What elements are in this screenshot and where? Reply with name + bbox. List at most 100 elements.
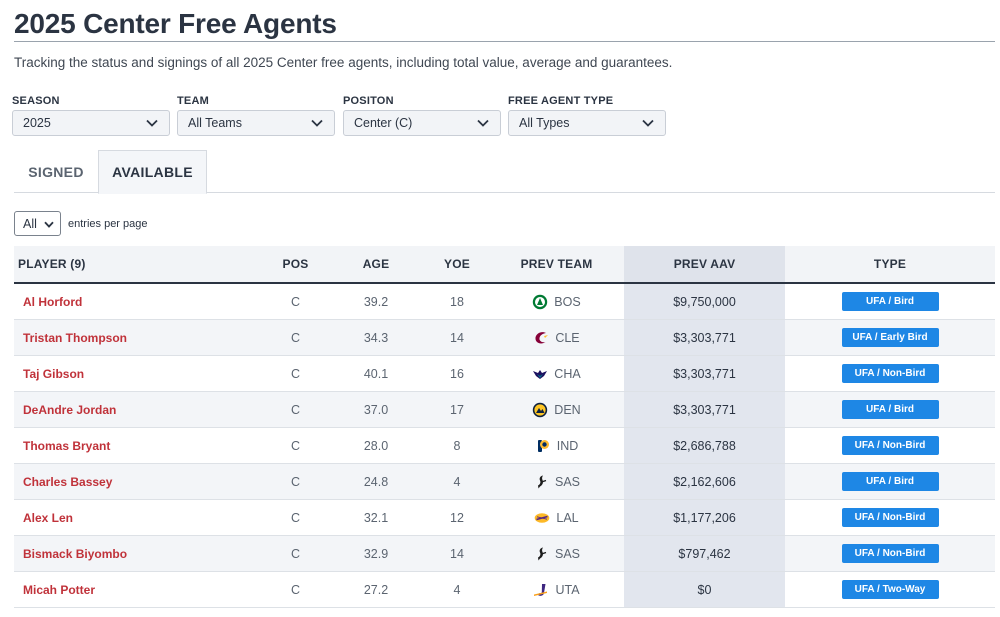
- column-header-player[interactable]: PLAYER (9): [18, 257, 86, 271]
- player-cell: Tristan Thompson: [14, 320, 264, 355]
- chevron-down-icon: [44, 217, 54, 231]
- type-cell: UFA / Non-Bird: [785, 356, 995, 391]
- pos-cell: C: [290, 402, 301, 417]
- player-cell: Charles Bassey: [14, 464, 264, 499]
- player-cell: Alex Len: [14, 500, 264, 535]
- team-abbreviation: SAS: [554, 546, 580, 561]
- table-row: Tristan Thompson C 34.3 14 CLE $3,303,771 UFA …: [14, 320, 995, 356]
- team-filter-label: TEAM: [177, 95, 209, 107]
- prev-aav-cell: $9,750,000: [624, 284, 785, 319]
- column-header-pos[interactable]: POS: [282, 257, 309, 271]
- yoe-cell: 18: [450, 294, 464, 309]
- column-header-prev-aav[interactable]: PREV AAV: [624, 246, 785, 282]
- team-select[interactable]: All Teams: [177, 110, 335, 136]
- team-abbreviation: CLE: [555, 330, 580, 345]
- spurs-logo-icon: [533, 474, 549, 490]
- age-cell: 34.3: [363, 330, 389, 345]
- player-name-link[interactable]: Charles Bassey: [23, 474, 113, 489]
- position-filter: POSITON Center (C): [343, 95, 501, 136]
- chevron-down-icon: [310, 116, 324, 130]
- prev-team-cell: SAS: [489, 536, 624, 571]
- type-cell: UFA / Non-Bird: [785, 500, 995, 535]
- yoe-cell: 4: [453, 582, 461, 597]
- player-name-link[interactable]: Tristan Thompson: [23, 330, 128, 345]
- prev-aav-cell: $0: [624, 572, 785, 607]
- cavaliers-logo-icon: [533, 330, 549, 346]
- player-name-link[interactable]: Bismack Biyombo: [23, 546, 128, 561]
- table-row: Taj Gibson C 40.1 16 CHA $3,303,771 UFA / Non-…: [14, 356, 995, 392]
- prev-team-cell: LAL: [489, 500, 624, 535]
- entries-select[interactable]: All: [14, 211, 61, 236]
- prev-team-cell: IND: [489, 428, 624, 463]
- age-cell: 32.1: [363, 510, 389, 525]
- entries-select-value: All: [23, 216, 37, 231]
- type-cell: UFA / Bird: [785, 392, 995, 427]
- column-header-prev-team[interactable]: PREV TEAM: [520, 257, 593, 271]
- age-cell: 39.2: [363, 294, 389, 309]
- free-agent-type-select-value: All Types: [519, 116, 570, 130]
- team-filter: TEAM All Teams: [177, 95, 335, 136]
- table-row: Micah Potter C 27.2 4 UTA $0 UFA / Two-Way: [14, 572, 995, 608]
- celtics-logo-icon: [532, 294, 548, 310]
- free-agent-type-badge: UFA / Two-Way: [841, 580, 939, 599]
- player-cell: DeAndre Jordan: [14, 392, 264, 427]
- table-row: Bismack Biyombo C 32.9 14 SAS $797,462 UFA / N…: [14, 536, 995, 572]
- prev-aav-cell: $3,303,771: [624, 356, 785, 391]
- spurs-logo-icon: [533, 546, 549, 562]
- team-abbreviation: CHA: [554, 366, 581, 381]
- yoe-cell: 17: [450, 402, 464, 417]
- season-filter: SEASON 2025: [12, 95, 170, 136]
- position-filter-label: POSITON: [343, 95, 394, 107]
- player-cell: Taj Gibson: [14, 356, 264, 391]
- yoe-cell: 14: [450, 546, 464, 561]
- free-agent-type-badge: UFA / Early Bird: [841, 328, 939, 347]
- page-title: 2025 Center Free Agents: [14, 8, 337, 39]
- column-header-type[interactable]: TYPE: [873, 257, 907, 271]
- team-abbreviation: SAS: [554, 474, 580, 489]
- title-divider: [14, 41, 995, 42]
- nuggets-logo-icon: [532, 402, 548, 418]
- season-select[interactable]: 2025: [12, 110, 170, 136]
- type-cell: UFA / Two-Way: [785, 572, 995, 607]
- hornets-logo-icon: [532, 366, 548, 382]
- player-name-link[interactable]: Al Horford: [23, 294, 83, 309]
- player-cell: Al Horford: [14, 284, 264, 319]
- free-agent-type-badge: UFA / Non-Bird: [841, 436, 939, 455]
- jazz-logo-icon: [533, 582, 549, 598]
- prev-aav-cell: $2,686,788: [624, 428, 785, 463]
- age-cell: 28.0: [363, 438, 389, 453]
- free-agent-type-badge: UFA / Non-Bird: [841, 364, 939, 383]
- free-agent-type-badge: UFA / Bird: [841, 292, 939, 311]
- page-subtitle: Tracking the status and signings of all …: [14, 55, 673, 70]
- tab-signed[interactable]: SIGNED: [28, 163, 84, 180]
- column-header-yoe[interactable]: YOE: [444, 257, 470, 271]
- season-select-value: 2025: [23, 116, 51, 130]
- player-name-link[interactable]: Thomas Bryant: [23, 438, 111, 453]
- prev-team-cell: SAS: [489, 464, 624, 499]
- prev-team-cell: UTA: [489, 572, 624, 607]
- pos-cell: C: [290, 294, 301, 309]
- player-name-link[interactable]: Taj Gibson: [23, 366, 85, 381]
- player-name-link[interactable]: Micah Potter: [23, 582, 96, 597]
- player-cell: Thomas Bryant: [14, 428, 264, 463]
- player-cell: Micah Potter: [14, 572, 264, 607]
- age-cell: 32.9: [363, 546, 389, 561]
- type-cell: UFA / Non-Bird: [785, 536, 995, 571]
- free-agent-type-filter: FREE AGENT TYPE All Types: [508, 95, 666, 136]
- position-select[interactable]: Center (C): [343, 110, 501, 136]
- free-agent-type-select[interactable]: All Types: [508, 110, 666, 136]
- status-tabs: SIGNED AVAILABLE: [14, 150, 995, 194]
- prev-aav-cell: $3,303,771: [624, 320, 785, 355]
- table-row: Thomas Bryant C 28.0 8 IND $2,686,788 UFA / No…: [14, 428, 995, 464]
- entries-per-page: All entries per page: [14, 211, 148, 236]
- free-agent-type-badge: UFA / Non-Bird: [841, 508, 939, 527]
- pacers-logo-icon: [535, 438, 551, 454]
- player-name-link[interactable]: DeAndre Jordan: [23, 402, 117, 417]
- tab-available[interactable]: AVAILABLE: [98, 150, 207, 194]
- age-cell: 37.0: [363, 402, 389, 417]
- column-header-age[interactable]: AGE: [362, 257, 390, 271]
- player-name-link[interactable]: Alex Len: [23, 510, 74, 525]
- type-cell: UFA / Bird: [785, 284, 995, 319]
- prev-aav-cell: $2,162,606: [624, 464, 785, 499]
- yoe-cell: 16: [450, 366, 464, 381]
